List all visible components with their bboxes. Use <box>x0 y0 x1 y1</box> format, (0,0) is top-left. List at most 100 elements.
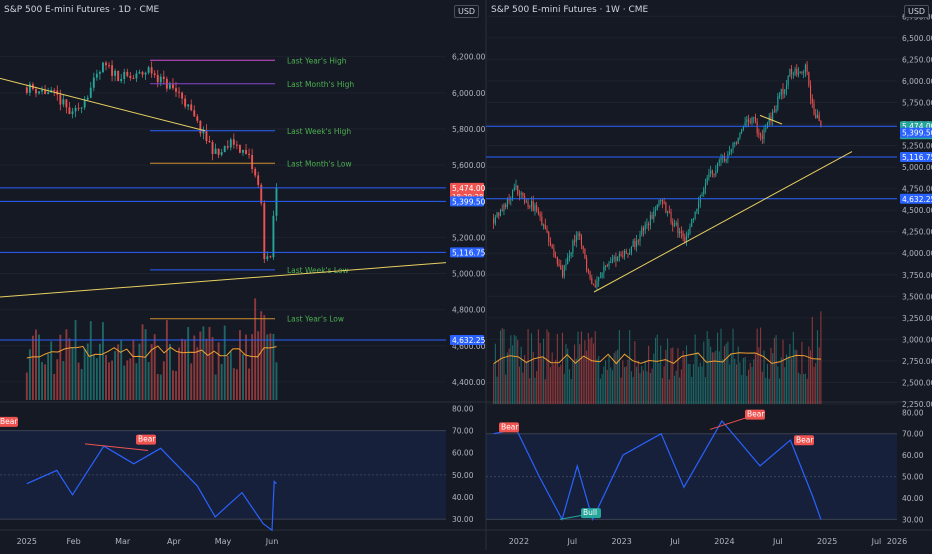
right-volume-bar <box>722 359 724 404</box>
right-volume-bar <box>717 332 719 404</box>
right-candle-body <box>541 216 543 226</box>
right-volume-bar <box>791 358 793 404</box>
right-volume-bar <box>734 358 736 404</box>
right-time-tick-label: 2024 <box>714 537 734 546</box>
right-volume-bar <box>739 362 741 404</box>
left-volume-bar <box>181 338 184 400</box>
left-volume-bar <box>272 333 275 400</box>
right-candle-body <box>684 236 686 243</box>
right-candle-body <box>720 157 722 161</box>
right-candle-body <box>622 255 624 257</box>
left-candle-body <box>199 120 202 134</box>
left-volume-bar <box>80 369 83 400</box>
right-candle-body <box>810 85 812 99</box>
right-candle-body <box>532 201 534 211</box>
right-price-tick-label: 3,500.00 <box>902 292 932 301</box>
right-volume-bar <box>780 357 782 404</box>
right-volume-bar <box>620 377 622 404</box>
right-candle-body <box>572 240 574 253</box>
left-volume-bar <box>25 372 28 400</box>
right-volume-bar <box>598 356 600 404</box>
left-candle-body <box>138 72 141 74</box>
right-candle-body <box>691 218 693 227</box>
right-candle-body <box>784 89 786 94</box>
left-volume-bar <box>44 364 47 400</box>
right-price-tag-text: 5,474.00 <box>902 122 932 131</box>
right-volume-bar <box>725 343 727 404</box>
left-volume-bar <box>141 324 144 400</box>
left-trendline-down <box>0 77 206 132</box>
left-candle-body <box>59 94 62 105</box>
left-candle-body <box>272 215 275 258</box>
right-volume-bar <box>642 370 645 404</box>
left-candle-body <box>193 110 196 117</box>
left-volume-bar <box>211 337 214 400</box>
right-candle-body <box>734 142 736 144</box>
left-price-tick-label: 5,200.00 <box>452 233 486 242</box>
right-candle-body <box>496 212 498 217</box>
left-volume-bar <box>68 338 71 400</box>
left-volume-bar <box>193 335 196 400</box>
right-volume-bar <box>730 353 732 404</box>
left-volume-bar <box>74 320 77 400</box>
right-rsi-label-bg <box>581 508 601 519</box>
right-candle-body <box>606 265 608 267</box>
right-candle-body <box>630 246 632 253</box>
right-candle-body <box>644 224 646 231</box>
left-volume-bar <box>257 331 260 400</box>
left-volume-bar <box>238 330 241 400</box>
right-volume-bar <box>537 329 539 404</box>
right-candle-body <box>493 218 495 224</box>
right-volume-bar <box>574 344 576 404</box>
left-currency-badge[interactable]: USD <box>454 5 480 18</box>
right-volume-bar <box>789 344 791 404</box>
right-candle-body <box>715 170 717 175</box>
right-price-tick-label: 2,250.00 <box>902 400 932 409</box>
right-candle-body <box>512 190 514 200</box>
right-volume-bar <box>634 341 636 404</box>
left-volume-bar <box>138 343 141 400</box>
right-candle-body <box>773 111 775 113</box>
left-rsi-tick-label: 60.00 <box>452 449 474 458</box>
right-candle-body <box>510 199 512 201</box>
right-time-tick-label: 2025 <box>817 537 837 546</box>
right-volume-bar <box>763 350 765 404</box>
right-candle-body <box>608 262 610 266</box>
right-volume-bar <box>596 359 598 404</box>
right-candle-body <box>520 192 522 195</box>
right-volume-bar <box>586 350 588 404</box>
left-rsi-divergence-line <box>84 443 149 451</box>
right-candle-body <box>665 202 667 213</box>
right-candle-body <box>618 253 620 257</box>
left-candle-body <box>150 67 153 74</box>
left-price-tag-bg <box>450 196 484 207</box>
right-candle-body <box>766 122 769 129</box>
right-volume-bar <box>617 349 619 404</box>
right-candle-body <box>636 240 638 247</box>
left-volume-bar <box>184 339 187 400</box>
right-volume-bar <box>723 346 725 404</box>
right-volume-bar <box>615 351 617 404</box>
left-candle-body <box>129 75 132 78</box>
left-volume-bar <box>135 363 138 400</box>
right-candle-body <box>675 223 677 225</box>
right-candle-body <box>694 211 696 219</box>
left-volume-bar <box>147 362 150 400</box>
right-currency-badge[interactable]: USD <box>904 5 930 18</box>
right-volume-bar <box>555 359 557 404</box>
right-volume-bar <box>663 366 665 404</box>
right-volume-bar <box>794 349 796 404</box>
left-candle-body <box>114 70 117 76</box>
right-volume-bar <box>667 338 669 404</box>
left-candle-body <box>47 92 50 95</box>
right-candle-body <box>775 109 777 112</box>
right-candle-body <box>587 269 589 272</box>
left-candle-body <box>159 76 162 83</box>
right-volume-bar <box>639 373 641 404</box>
left-volume-bar <box>196 347 199 400</box>
left-volume-bar <box>108 362 110 400</box>
right-candle-body <box>806 64 808 73</box>
left-volume-bar <box>248 368 251 400</box>
right-candle-body <box>553 248 555 257</box>
